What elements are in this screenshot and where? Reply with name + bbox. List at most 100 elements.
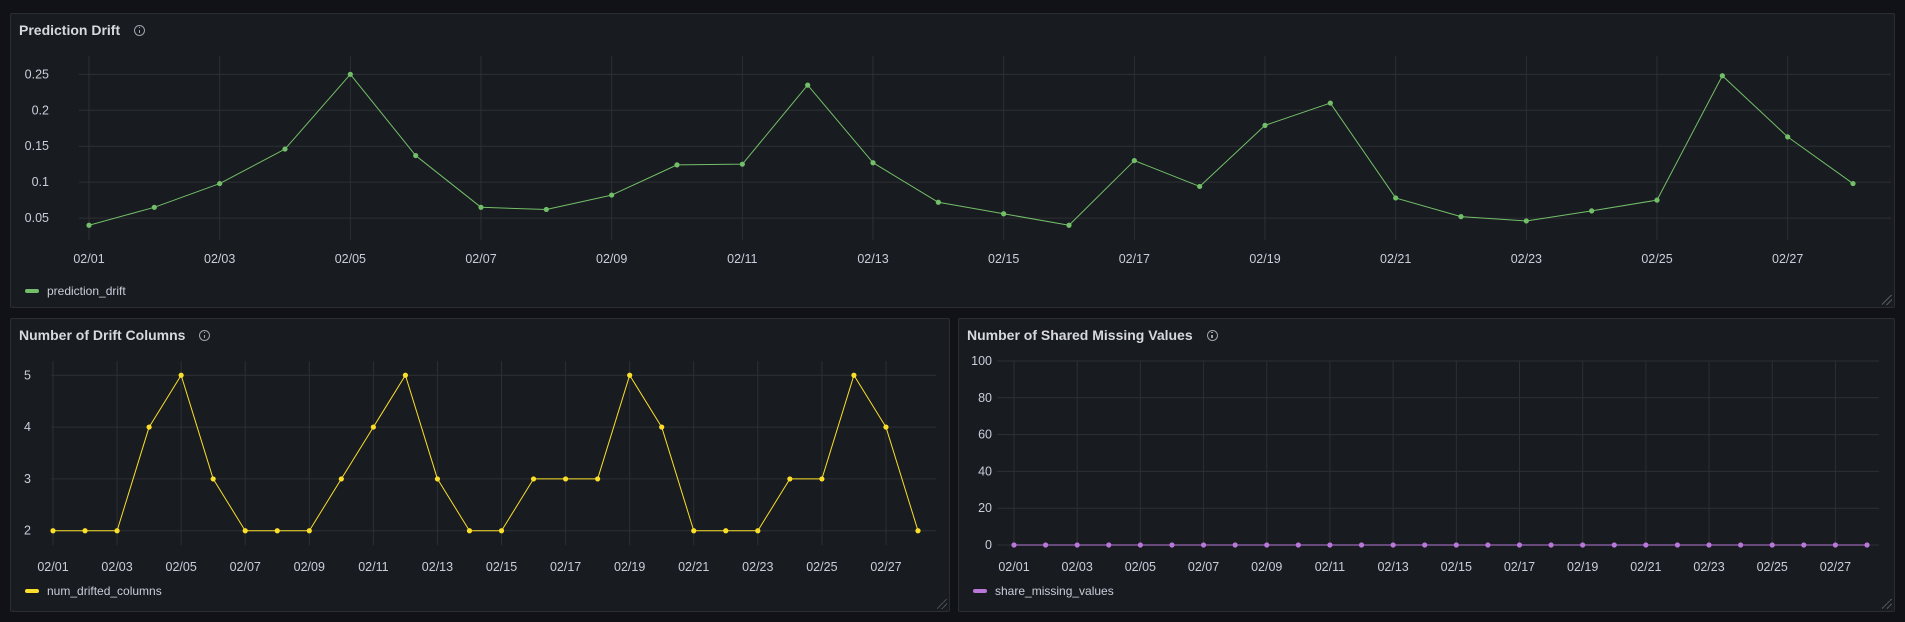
- x-tick-label: 02/01: [73, 252, 104, 266]
- data-point: [306, 528, 312, 534]
- y-tick-label: 0.05: [25, 211, 49, 225]
- data-point: [1074, 542, 1080, 548]
- legend-swatch: [25, 289, 39, 293]
- info-icon[interactable]: [134, 24, 146, 36]
- data-point: [1738, 542, 1744, 548]
- data-point: [1832, 542, 1839, 548]
- shared-missing-values-chart[interactable]: 0 20 40 60 80 100 02/01 02/03 02/05 02/07 02/09 02/…: [959, 319, 1896, 613]
- data-point: [805, 82, 811, 88]
- x-tick-label: 02/07: [1188, 560, 1219, 574]
- data-point: [242, 528, 248, 534]
- legend-label: prediction_drift: [47, 284, 126, 298]
- data-point: [627, 372, 633, 378]
- x-tick-label: 02/23: [1693, 560, 1724, 574]
- data-point: [1453, 542, 1459, 548]
- data-point: [1580, 542, 1586, 548]
- x-tick-label: 02/11: [358, 560, 388, 574]
- data-point: [498, 528, 505, 534]
- panel-title[interactable]: Number of Drift Columns: [19, 325, 211, 345]
- resize-handle[interactable]: [1882, 599, 1892, 609]
- data-point: [1327, 100, 1333, 106]
- data-point: [1264, 542, 1270, 548]
- data-point: [1169, 542, 1175, 548]
- data-point: [434, 476, 441, 482]
- x-tick-label: 02/27: [870, 560, 901, 574]
- data-point: [466, 528, 473, 534]
- data-point: [413, 152, 419, 159]
- series-line: [88, 73, 1854, 226]
- drift-columns-chart[interactable]: 2 3 4 5 02/01 02/03 02/05 02/07 02/09 02/11 02/13 0…: [11, 319, 951, 613]
- data-point: [1548, 542, 1554, 548]
- data-point: [739, 161, 745, 167]
- data-point: [1785, 134, 1791, 140]
- data-point: [883, 424, 889, 430]
- data-point: [146, 424, 152, 430]
- data-point: [1232, 542, 1238, 548]
- data-point: [1393, 195, 1399, 201]
- info-icon[interactable]: [199, 329, 211, 341]
- data-point: [1674, 542, 1681, 548]
- data-point: [723, 528, 729, 534]
- data-point: [82, 528, 88, 534]
- data-point: [1422, 542, 1428, 548]
- x-tick-label: 02/23: [742, 560, 773, 574]
- x-tick-label: 02/01: [998, 560, 1029, 574]
- y-tick-label: 0.1: [32, 175, 49, 189]
- panel-title-text: Prediction Drift: [19, 22, 121, 38]
- data-point: [1485, 542, 1491, 548]
- panel-title[interactable]: Prediction Drift: [19, 20, 146, 40]
- panel-title[interactable]: Number of Shared Missing Values: [967, 325, 1218, 345]
- x-tick-label: 02/13: [422, 560, 453, 574]
- x-tick-label: 02/07: [465, 252, 496, 266]
- legend[interactable]: share_missing_values: [973, 584, 1114, 598]
- x-tick-label: 02/03: [101, 560, 132, 574]
- y-tick-label: 80: [978, 391, 992, 405]
- data-point: [1850, 180, 1856, 187]
- data-point: [870, 160, 876, 166]
- resize-handle[interactable]: [937, 599, 947, 609]
- x-tick-label: 02/05: [335, 252, 366, 266]
- data-point: [1643, 542, 1649, 548]
- y-tick-label: 0.2: [32, 103, 49, 117]
- x-tick-label: 02/27: [1820, 560, 1851, 574]
- x-tick-label: 02/25: [1757, 560, 1788, 574]
- y-tick-label: 0.25: [25, 67, 49, 81]
- resize-handle[interactable]: [1882, 295, 1892, 305]
- x-tick-label: 02/19: [614, 560, 645, 574]
- x-tick-label: 02/05: [1125, 560, 1156, 574]
- legend-swatch: [25, 589, 39, 593]
- y-tick-label: 4: [24, 420, 31, 434]
- data-point: [1295, 542, 1301, 548]
- y-tick-label: 0: [985, 538, 992, 552]
- x-tick-label: 02/09: [1251, 560, 1282, 574]
- info-icon[interactable]: [1206, 329, 1218, 341]
- data-point: [1390, 542, 1396, 548]
- data-point: [1589, 208, 1595, 214]
- x-tick-label: 02/11: [727, 252, 757, 266]
- data-point: [530, 476, 537, 482]
- x-tick-label: 02/15: [1441, 560, 1472, 574]
- x-tick-label: 02/01: [37, 560, 68, 574]
- data-point: [370, 424, 376, 430]
- legend[interactable]: prediction_drift: [25, 284, 126, 298]
- data-point: [659, 424, 665, 430]
- panel-title-text: Number of Drift Columns: [19, 327, 186, 343]
- shared-missing-values-panel: Number of Shared Missing Values 0 20 40 60 8…: [958, 318, 1895, 612]
- x-tick-label: 02/15: [988, 252, 1019, 266]
- data-point: [282, 146, 288, 152]
- prediction-drift-chart[interactable]: 0.05 0.1 0.15 0.2 0.25 02/01 02/03 02/05 02/07 02…: [11, 14, 1896, 309]
- series-line: [53, 374, 919, 532]
- data-point: [1611, 542, 1617, 548]
- data-point: [1769, 542, 1775, 548]
- prediction-drift-panel: Prediction Drift 0.05 0.1 0.15 0.2 0.25 02/01…: [10, 13, 1895, 308]
- x-tick-label: 02/19: [1249, 252, 1280, 266]
- data-point: [1106, 542, 1112, 548]
- x-tick-label: 02/17: [550, 560, 581, 574]
- x-tick-label: 02/25: [1641, 252, 1672, 266]
- data-point: [1001, 211, 1007, 217]
- data-point: [114, 528, 120, 534]
- legend[interactable]: num_drifted_columns: [25, 584, 162, 598]
- data-point: [1066, 222, 1072, 228]
- data-point: [347, 71, 353, 77]
- data-point: [338, 476, 344, 482]
